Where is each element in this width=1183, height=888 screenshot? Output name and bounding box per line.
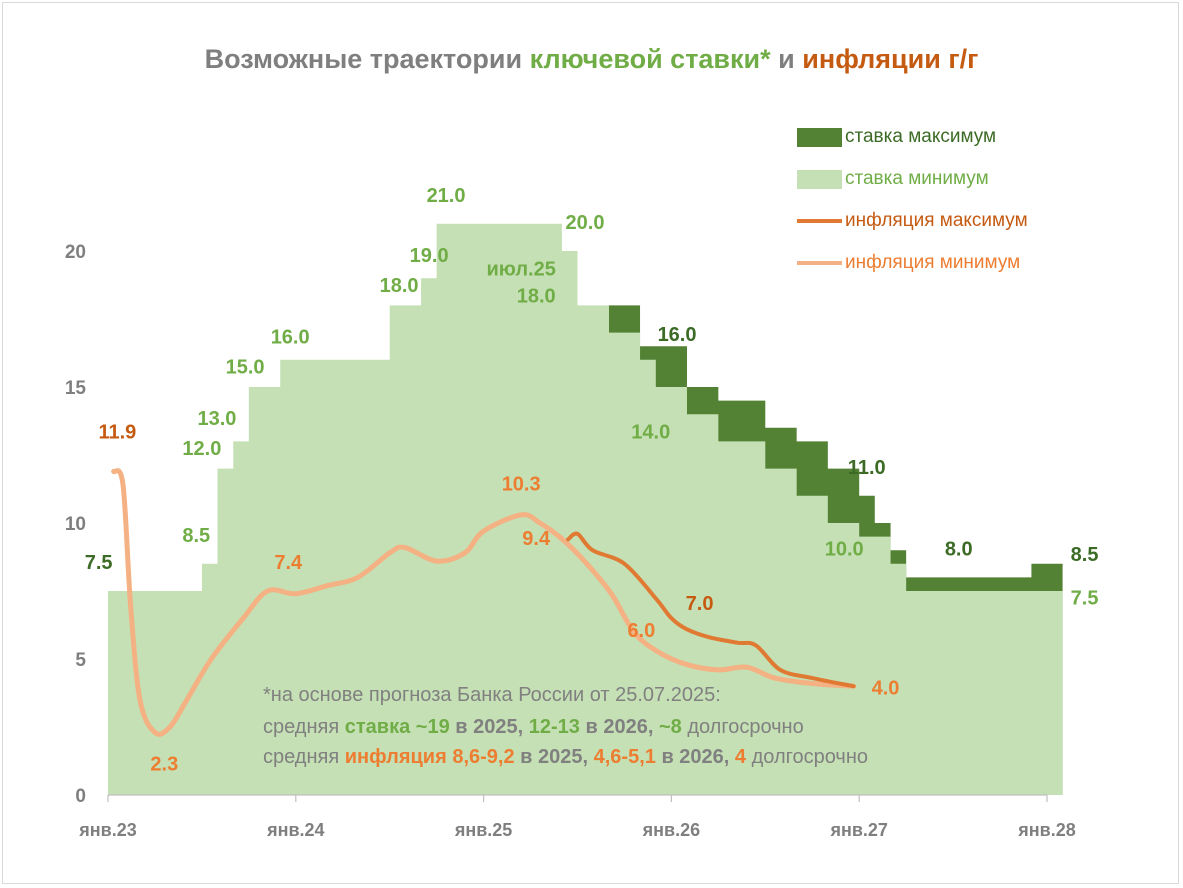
note-rate-2026: 12-13	[528, 716, 580, 738]
note-long-term: долгосрочно	[751, 746, 869, 768]
legend-item: ставка минимум	[797, 164, 989, 194]
data-label: 10.3	[502, 473, 541, 495]
data-label: 7.4	[274, 552, 303, 574]
x-tick-label: янв.23	[78, 820, 136, 840]
legend-line-swatch	[797, 261, 842, 265]
x-tick-label: янв.25	[454, 820, 512, 840]
data-label: 11.0	[848, 457, 886, 479]
legend-item: инфляция максимум	[797, 206, 1028, 236]
data-label: 10.0	[825, 539, 864, 561]
legend-label: инфляция минимум	[845, 252, 1021, 273]
y-tick-label: 5	[75, 650, 86, 671]
data-label: июл.25	[486, 258, 555, 280]
chart-title: Возможные траектории ключевой ставки* и …	[0, 44, 1183, 75]
y-tick-label: 15	[65, 378, 87, 399]
inflation-min-line	[111, 468, 857, 737]
data-label: 7.5	[85, 552, 113, 574]
note-line-2: средняя ставка ~19 в 2025, 12-13 в 2026,…	[263, 716, 804, 739]
data-label: 20.0	[566, 212, 605, 234]
x-tick-label: янв.26	[642, 820, 700, 840]
x-tick-label: янв.27	[829, 820, 887, 840]
data-label: 18.0	[517, 286, 556, 308]
note-rate-long: ~8	[658, 716, 682, 738]
data-label: 21.0	[427, 185, 466, 207]
note-year-2026: в 2026,	[585, 716, 654, 738]
data-label: 18.0	[380, 275, 419, 297]
legend-label: ставка максимум	[845, 126, 997, 147]
y-tick-label: 20	[65, 242, 86, 263]
y-tick-label: 0	[75, 786, 86, 807]
data-label: 16.0	[658, 324, 697, 346]
data-label: 13.0	[197, 408, 236, 430]
note-long-term: долгосрочно	[687, 716, 804, 738]
data-label: 8.0	[945, 539, 973, 561]
data-label: 9.4	[522, 528, 551, 550]
note-line-1: *на основе прогноза Банка России от 25.0…	[263, 684, 721, 707]
data-label: 19.0	[410, 245, 449, 267]
legend-item: инфляция минимум	[797, 248, 1020, 278]
note-rate-word: ставка	[344, 716, 411, 738]
inflation-lines	[111, 468, 857, 737]
title-part-inflation: инфляции г/г	[802, 44, 979, 74]
data-label: 11.9	[98, 422, 136, 444]
data-label: 15.0	[226, 356, 265, 378]
title-part-rate: ключевой ставки*	[529, 44, 771, 74]
note-text: средняя	[263, 746, 340, 768]
note-inflation-word: инфляция	[344, 746, 447, 768]
note-year-2025: в 2025,	[520, 746, 589, 768]
note-year-2025: в 2025,	[455, 716, 524, 738]
note-text: средняя	[263, 716, 340, 738]
data-label: 14.0	[631, 422, 670, 444]
x-tick-label: янв.24	[266, 820, 324, 840]
data-label: 12.0	[182, 438, 221, 460]
rate-min-area	[108, 223, 1063, 796]
legend-label: инфляция максимум	[845, 210, 1028, 231]
note-inflation-2025: 8,6-9,2	[452, 746, 515, 768]
note-inflation-long: 4	[734, 746, 747, 768]
data-label: 16.0	[271, 326, 310, 348]
legend-label: ставка минимум	[845, 168, 989, 189]
note-year-2026: в 2026,	[661, 746, 730, 768]
data-label: 7.0	[686, 593, 714, 615]
data-label: 6.0	[627, 620, 655, 642]
legend-line-swatch	[797, 219, 842, 223]
rate-areas	[108, 223, 1063, 796]
data-label: 2.3	[150, 754, 178, 776]
inflation-max-line	[566, 531, 856, 689]
legend-swatch	[797, 127, 842, 147]
legend-swatch	[797, 169, 842, 189]
note-line-3: средняя инфляция 8,6-9,2 в 2025, 4,6-5,1…	[263, 746, 868, 769]
title-part-and: и	[778, 44, 795, 74]
data-label: 8.5	[1071, 544, 1099, 566]
data-labels: 11.9 7.5 8.5 12.0 13.0 15.0 16.0 18.0 19.0 21.0 20…	[85, 185, 1099, 775]
data-label: 8.5	[182, 525, 210, 547]
data-label: 4.0	[872, 677, 900, 699]
note-source: *на основе прогноза Банка России от 25.0…	[263, 684, 721, 706]
y-tick-label: 10	[65, 514, 86, 535]
title-part-1: Возможные траектории	[204, 44, 523, 74]
note-rate-2025: ~19	[415, 716, 450, 738]
note-inflation-2026: 4,6-5,1	[593, 746, 656, 768]
x-tick-label: янв.28	[1017, 820, 1075, 840]
data-label: 7.5	[1071, 588, 1099, 610]
legend-item: ставка максимум	[797, 122, 996, 152]
axes: янв.23 янв.24 янв.25 янв.26 янв.27 янв.28 0 5 10…	[65, 242, 1076, 840]
